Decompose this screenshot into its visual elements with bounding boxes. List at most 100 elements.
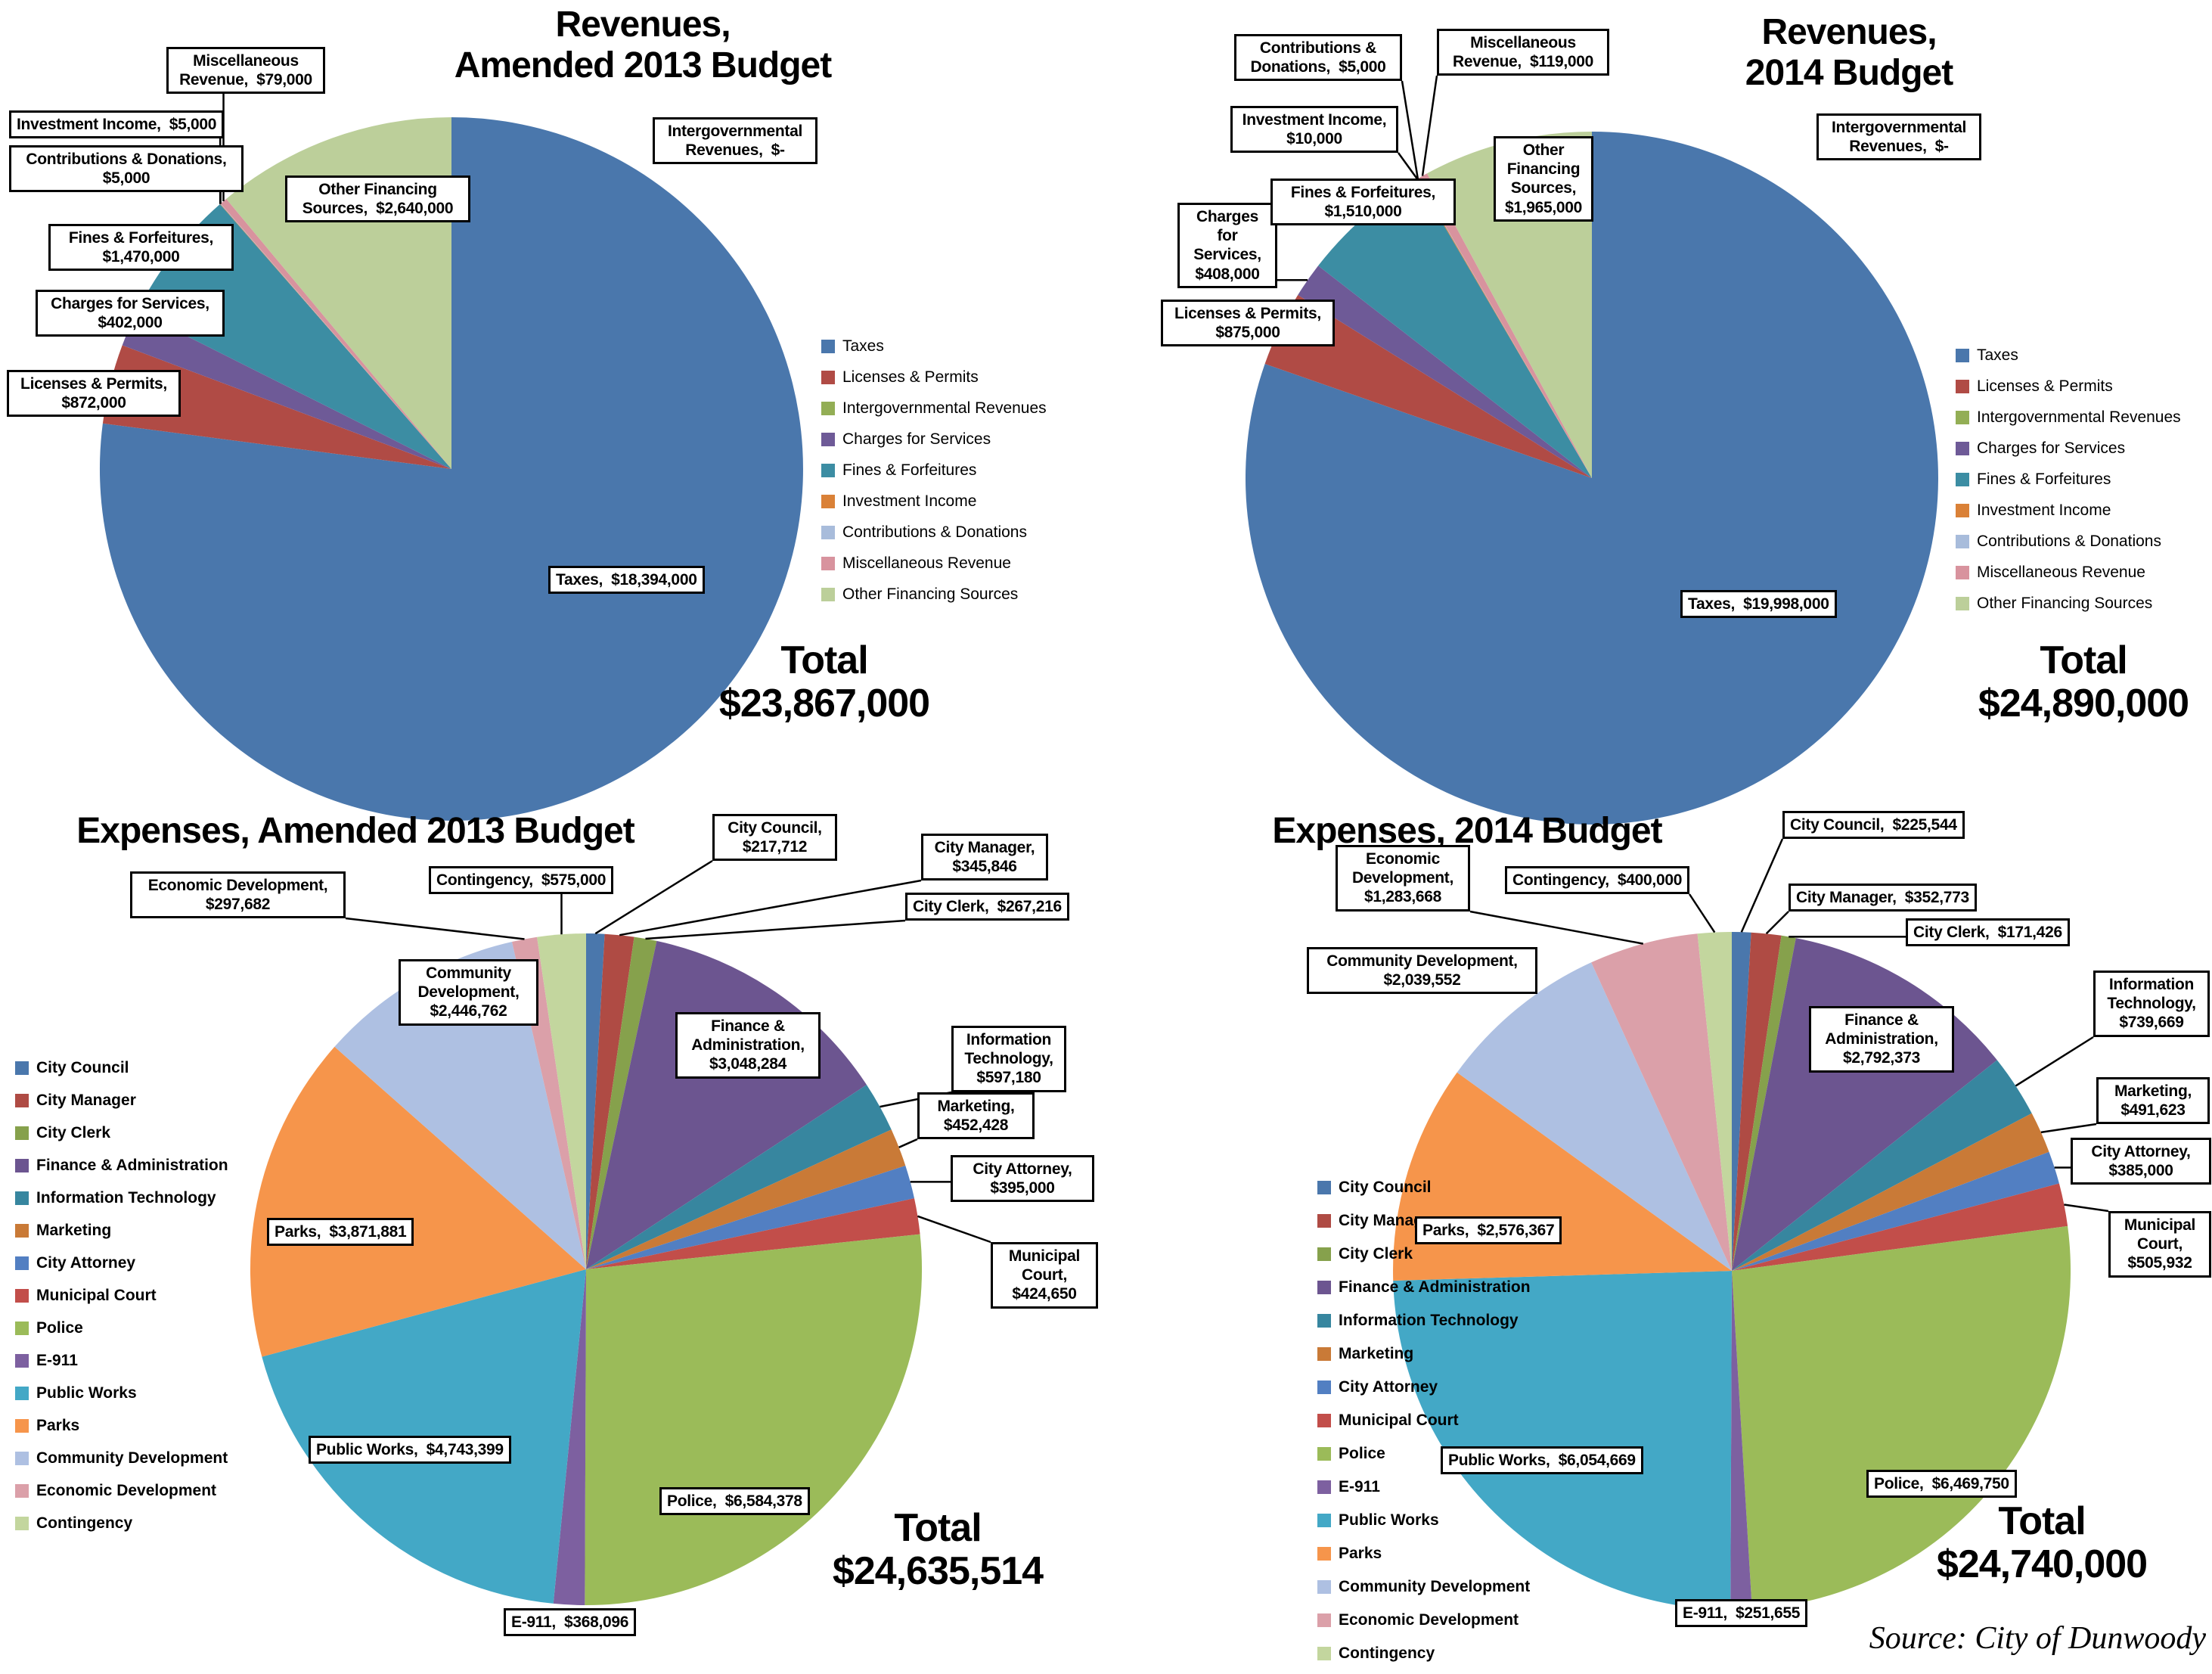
pie-slice-city-clerk <box>586 936 657 1269</box>
legend-swatch-municipal-court <box>15 1289 29 1303</box>
legend-item-municipal-court: Municipal Court <box>15 1287 157 1305</box>
data-label-miscellaneous-revenue: Miscellaneous Revenue, $79,000 <box>166 47 325 95</box>
pie-slice-city-council <box>1732 931 1751 1271</box>
legend-item-economic-development: Economic Development <box>15 1482 216 1500</box>
legend-label: City Manager <box>1339 1212 1438 1229</box>
leader-line-city-manager <box>1765 911 1789 935</box>
data-label-contingency: Contingency, $575,000 <box>429 866 614 895</box>
legend-item-municipal-court: Municipal Court <box>1317 1412 1459 1430</box>
legend-item-information-technology: Information Technology <box>1317 1312 1519 1330</box>
legend-label: Community Development <box>1339 1578 1531 1595</box>
legend-item-city-attorney: City Attorney <box>15 1254 135 1272</box>
pie-slice-marketing <box>1732 1113 2049 1271</box>
legend-item-e-911: E-911 <box>1317 1478 1380 1496</box>
legend-item-investment-income: Investment Income <box>1956 502 2111 520</box>
data-label-marketing: Marketing, $452,428 <box>917 1092 1035 1140</box>
chart-total-2: Total $24,635,514 <box>832 1506 1044 1594</box>
legend-item-city-council: City Council <box>15 1059 129 1077</box>
pie-slice-licenses-permits <box>102 345 451 469</box>
legend-item-contributions-donations: Contributions & Donations <box>821 523 1027 542</box>
legend-item-other-financing-sources: Other Financing Sources <box>1956 595 2152 613</box>
legend-item-community-development: Community Development <box>15 1449 228 1467</box>
chart-title-2: Expenses, Amended 2013 Budget <box>76 811 634 851</box>
pie-slice-city-manager <box>586 933 634 1269</box>
legend-swatch-other-financing-sources <box>1956 597 1969 610</box>
legend-item-licenses-permits: Licenses & Permits <box>821 368 979 387</box>
legend-label: Miscellaneous Revenue <box>1977 564 2145 581</box>
legend-label: E-911 <box>1339 1478 1380 1495</box>
legend-item-police: Police <box>15 1319 83 1337</box>
pie-slice-miscellaneous-revenue <box>220 198 451 469</box>
data-label-police: Police, $6,584,378 <box>659 1487 810 1516</box>
chart-total-1: Total $24,890,000 <box>1978 638 2189 726</box>
legend-item-information-technology: Information Technology <box>15 1189 216 1207</box>
pie-slice-city-attorney <box>1732 1151 2059 1271</box>
legend-label: Municipal Court <box>1339 1412 1459 1429</box>
pie-slice-city-clerk <box>1732 935 1796 1271</box>
legend-label: Parks <box>36 1417 80 1434</box>
pie-slice-city-attorney <box>586 1166 914 1269</box>
legend-item-public-works: Public Works <box>1317 1511 1439 1530</box>
leader-line-economic-development <box>1469 910 1644 945</box>
legend-label: Investment Income <box>842 492 977 510</box>
legend-item-fines-forfeitures: Fines & Forfeitures <box>1956 471 2111 489</box>
legend-swatch-intergovernmental-revenues <box>821 402 835 415</box>
pie-slice-investment-income <box>1416 179 1592 478</box>
pie-slice-public-works <box>1393 1271 1732 1610</box>
legend-swatch-e-911 <box>1317 1480 1331 1494</box>
data-label-city-manager: City Manager, $345,846 <box>921 834 1048 881</box>
data-label-contributions-donations: Contributions & Donations, $5,000 <box>1234 34 1402 82</box>
legend-swatch-city-clerk <box>15 1126 29 1140</box>
data-label-information-technology: Information Technology, $597,180 <box>951 1026 1066 1092</box>
legend-swatch-fines-forfeitures <box>821 464 835 477</box>
data-label-investment-income: Investment Income, $10,000 <box>1230 106 1398 154</box>
legend-swatch-contributions-donations <box>821 526 835 539</box>
legend-label: City Manager <box>36 1092 136 1109</box>
chart-title-1: Revenues, 2014 Budget <box>1745 12 1953 93</box>
legend-label: Charges for Services <box>842 430 991 448</box>
legend-label: Community Development <box>36 1449 228 1467</box>
legend-label: Police <box>1339 1445 1385 1462</box>
data-label-licenses-permits: Licenses & Permits, $875,000 <box>1161 300 1335 347</box>
data-label-charges-for-services: Charges for Services, $402,000 <box>36 290 225 337</box>
legend-label: Fines & Forfeitures <box>1977 471 2111 488</box>
legend-item-charges-for-services: Charges for Services <box>1956 439 2125 458</box>
legend-label: Contingency <box>36 1514 133 1532</box>
legend-swatch-licenses-permits <box>821 371 835 384</box>
legend-swatch-licenses-permits <box>1956 380 1969 393</box>
legend-label: City Council <box>1339 1179 1432 1196</box>
legend-label: Intergovernmental Revenues <box>1977 408 2181 426</box>
legend-swatch-public-works <box>1317 1514 1331 1527</box>
pie-slice-e-911 <box>553 1269 586 1605</box>
pie-slice-city-council <box>586 933 605 1269</box>
pie-slice-contributions-donations <box>1417 178 1592 478</box>
legend-swatch-taxes <box>1956 349 1969 362</box>
data-label-intergovernmental-revenues: Intergovernmental Revenues, $- <box>1816 113 1981 161</box>
data-label-parks: Parks, $3,871,881 <box>267 1218 414 1247</box>
pie-slice-taxes <box>1245 132 1938 825</box>
data-label-charges-for-services: Charges for Services, $408,000 <box>1177 203 1277 288</box>
leader-line-economic-development <box>345 917 525 940</box>
legend-item-city-manager: City Manager <box>15 1092 136 1110</box>
legend-swatch-contributions-donations <box>1956 535 1969 548</box>
legend-label: Marketing <box>1339 1345 1414 1362</box>
data-label-municipal-court: Municipal Court, $505,932 <box>2108 1211 2211 1278</box>
data-label-finance-administration: Finance & Administration, $2,792,373 <box>1809 1006 1954 1073</box>
pie-slice-miscellaneous-revenue <box>1418 173 1592 478</box>
data-label-e-911: E-911, $368,096 <box>504 1608 637 1637</box>
legend-item-fines-forfeitures: Fines & Forfeitures <box>821 461 976 480</box>
legend-swatch-municipal-court <box>1317 1414 1331 1427</box>
legend-swatch-e-911 <box>15 1354 29 1368</box>
legend-item-economic-development: Economic Development <box>1317 1611 1519 1629</box>
leader-line-marketing <box>898 1138 918 1148</box>
legend-item-marketing: Marketing <box>15 1222 111 1240</box>
legend-swatch-police <box>15 1321 29 1335</box>
legend-item-community-development: Community Development <box>1317 1578 1530 1596</box>
data-label-intergovernmental-revenues: Intergovernmental Revenues, $- <box>653 117 817 165</box>
legend-label: Miscellaneous Revenue <box>842 554 1011 572</box>
data-label-city-clerk: City Clerk, $171,426 <box>1906 918 2070 947</box>
leader-line-municipal-court <box>917 1215 991 1244</box>
legend-item-public-works: Public Works <box>15 1384 137 1402</box>
leader-line-municipal-court <box>2064 1203 2109 1213</box>
